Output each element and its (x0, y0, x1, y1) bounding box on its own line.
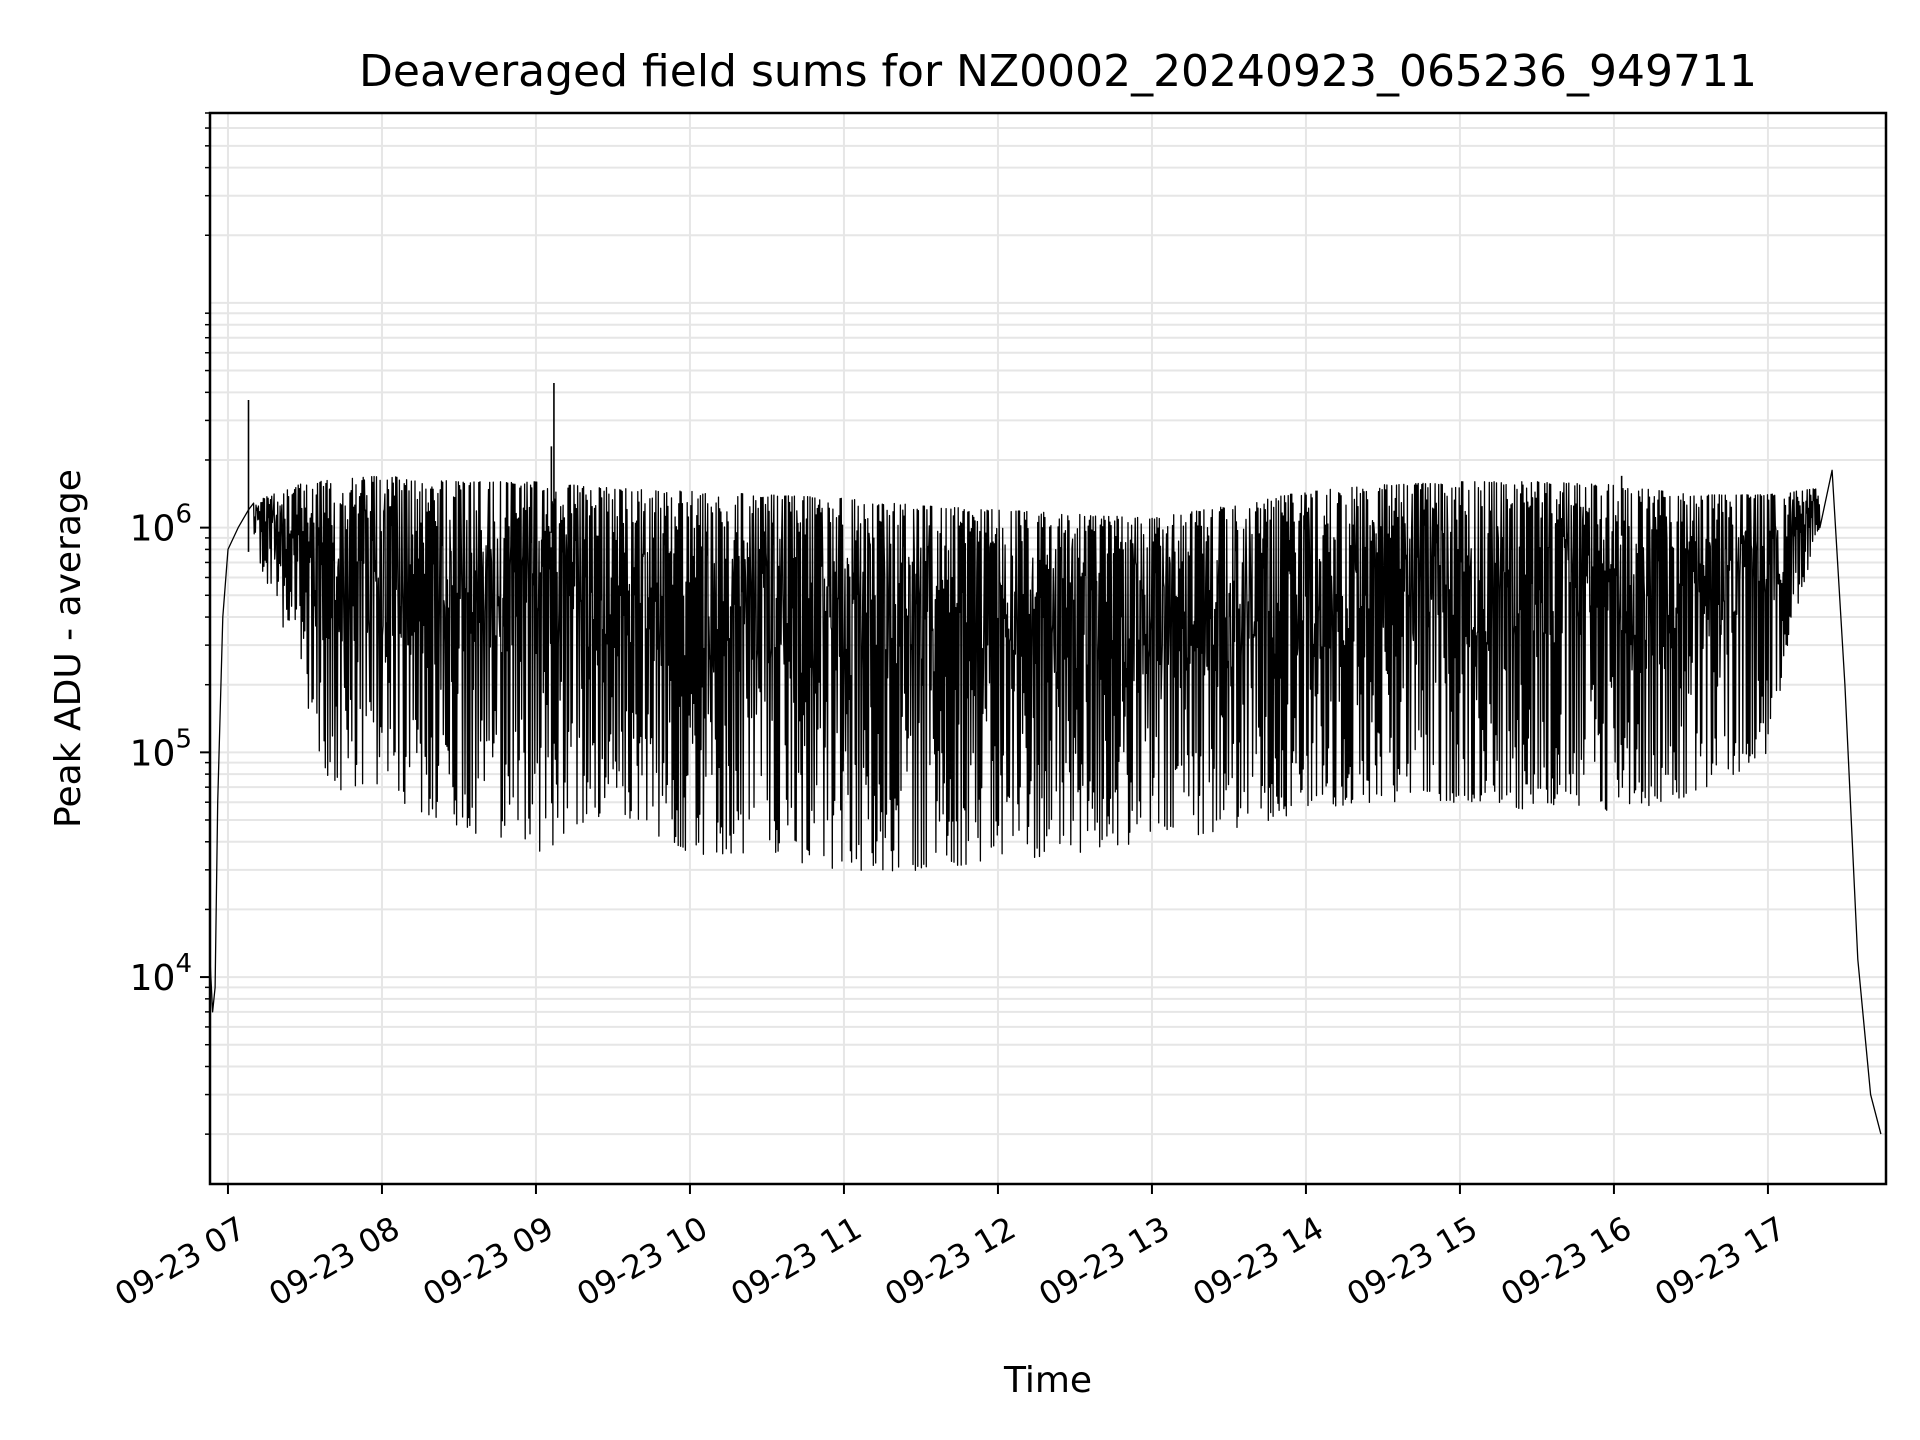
y-tick-base: 10 (130, 509, 176, 550)
y-tick-base: 10 (130, 958, 176, 999)
plot-frame (208, 111, 1888, 1186)
y-tick-base: 10 (130, 733, 176, 774)
x-axis-label: Time (1003, 1360, 1092, 1401)
y-tick-label: 106 (130, 500, 192, 550)
y-tick-label: 105 (130, 724, 192, 774)
data-layer (209, 383, 1882, 1135)
y-tick-exponent: 6 (175, 500, 192, 530)
y-tick-exponent: 4 (175, 949, 192, 979)
chart-title: Deaveraged field sums for NZ0002_2024092… (359, 46, 1757, 97)
y-tick-label: 104 (130, 949, 192, 999)
y-tick-exponent: 5 (175, 724, 192, 754)
y-axis-label: Peak ADU - average (48, 469, 89, 828)
series-line (209, 469, 1882, 1135)
